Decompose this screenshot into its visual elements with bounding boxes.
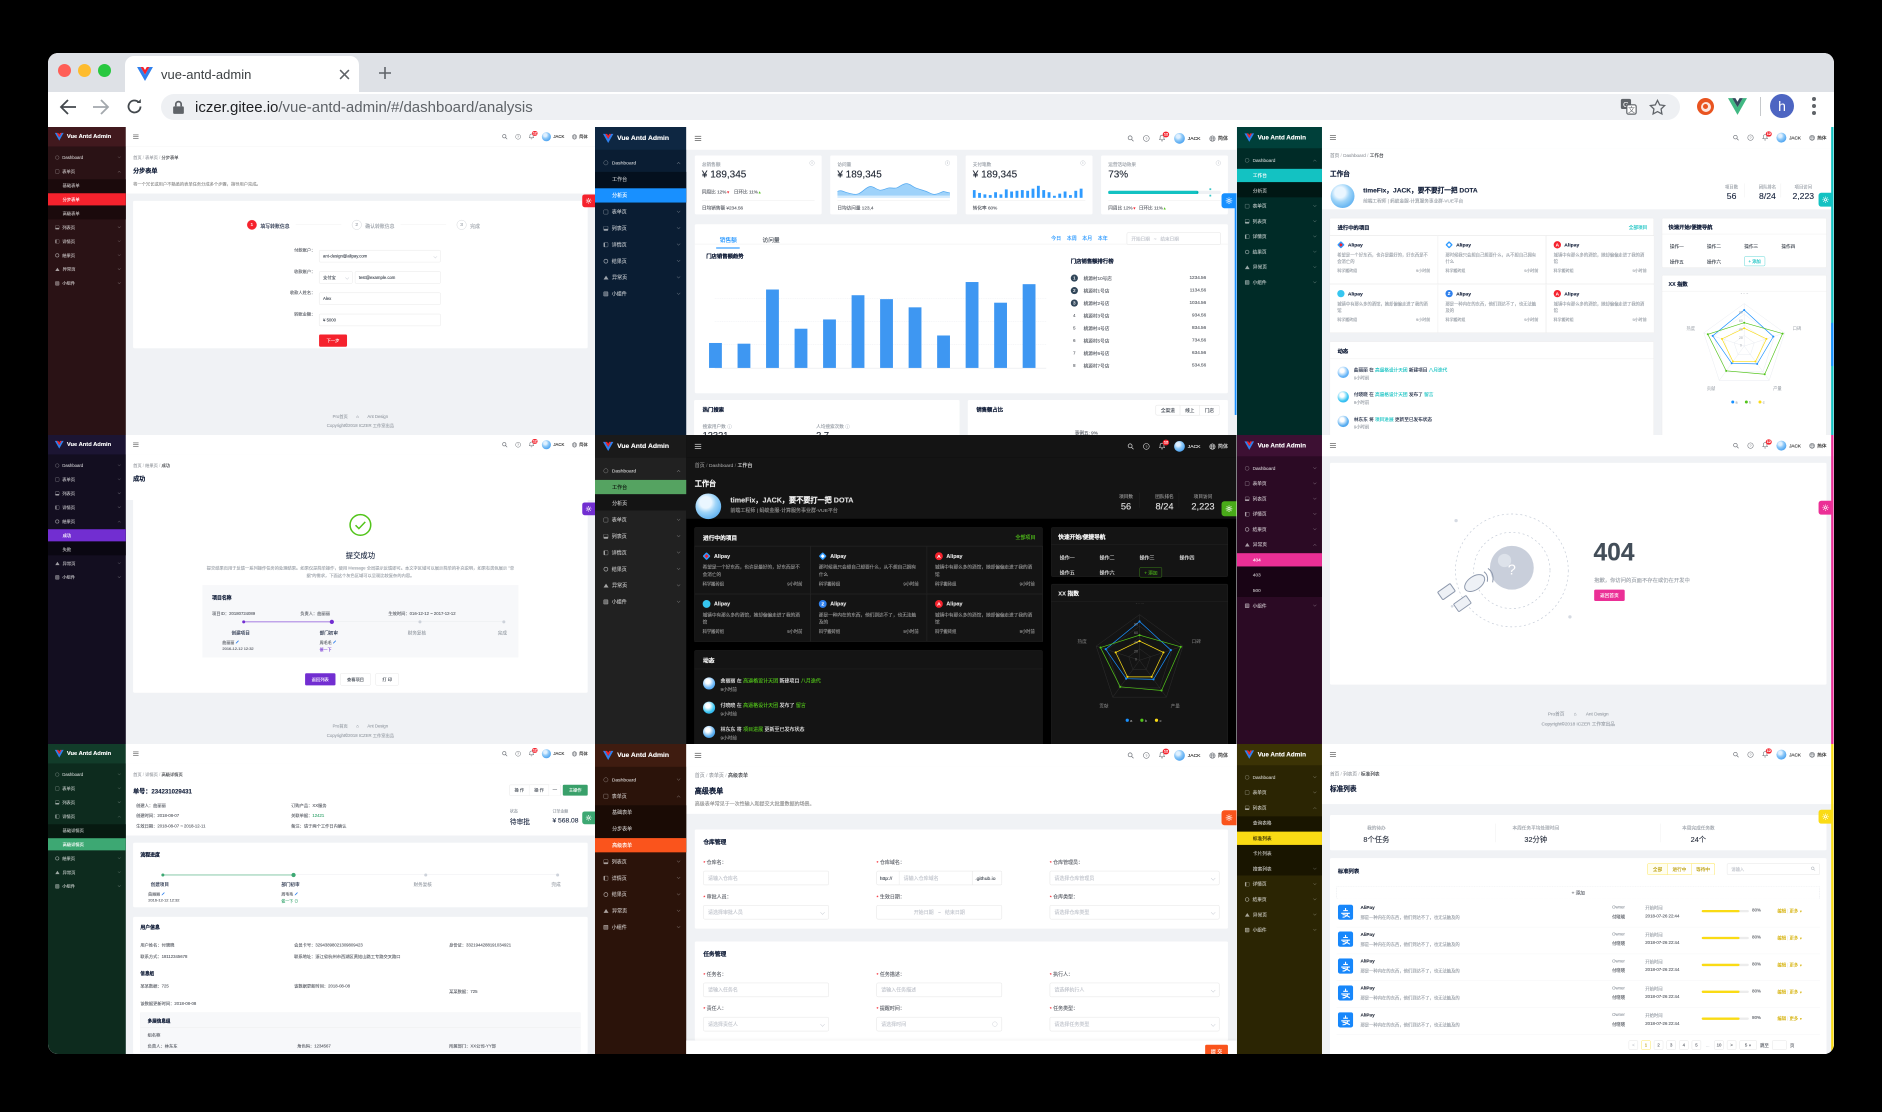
svg-text:?: ?: [517, 752, 519, 756]
svg-text:20: 20: [1134, 649, 1138, 653]
svg-text:?: ?: [1507, 562, 1515, 578]
svg-text:20: 20: [1739, 336, 1743, 340]
svg-text:口碑: 口碑: [1192, 638, 1202, 645]
svg-text:口碑: 口碑: [1792, 325, 1801, 332]
svg-text:贡献: 贡献: [1706, 385, 1715, 392]
svg-text:?: ?: [1145, 753, 1148, 758]
svg-text:产量: 产量: [1171, 702, 1181, 709]
svg-text:40: 40: [1134, 640, 1138, 644]
svg-text:文: 文: [1628, 105, 1635, 114]
svg-text:?: ?: [517, 443, 519, 447]
svg-text:80: 80: [1739, 311, 1743, 315]
svg-text:引用: 引用: [1739, 293, 1748, 295]
svg-text:?: ?: [517, 135, 519, 139]
svg-text:热度: 热度: [1078, 638, 1088, 645]
svg-text:0: 0: [1135, 658, 1137, 662]
svg-text:?: ?: [1749, 136, 1751, 140]
svg-text:0: 0: [1739, 343, 1741, 347]
svg-text:引用: 引用: [1135, 603, 1145, 605]
svg-text:贡献: 贡献: [1099, 702, 1109, 709]
svg-text:?: ?: [1145, 136, 1148, 141]
svg-text:G: G: [1623, 100, 1629, 109]
svg-text:80: 80: [1134, 622, 1138, 626]
svg-text:60: 60: [1134, 631, 1138, 635]
svg-text:?: ?: [1749, 753, 1751, 757]
svg-text:?: ?: [1749, 444, 1751, 448]
svg-text:40: 40: [1739, 327, 1743, 331]
svg-text:?: ?: [1145, 444, 1148, 449]
svg-text:热度: 热度: [1686, 325, 1695, 332]
svg-text:60: 60: [1739, 319, 1743, 323]
svg-text:产量: 产量: [1773, 385, 1782, 392]
